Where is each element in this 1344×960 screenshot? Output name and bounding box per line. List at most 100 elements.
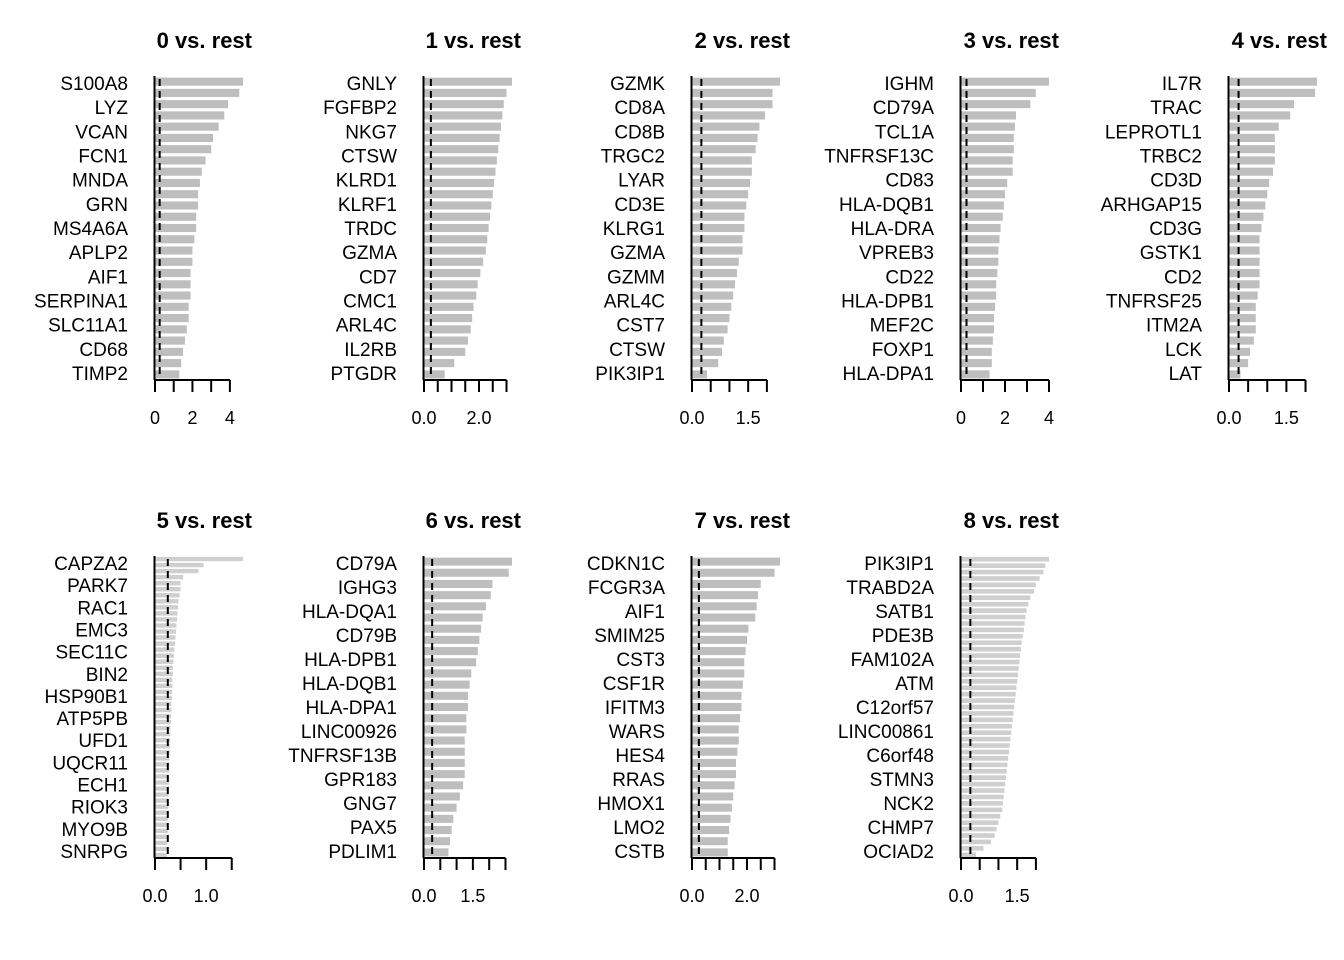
bar-3 [155,574,184,580]
bar-27 [155,719,171,725]
bar-18 [961,280,997,289]
bar-8 [155,167,202,176]
bar-0 [692,557,780,566]
bar-17 [692,747,738,756]
gene-label-10: ARL4C [336,316,397,337]
bar-2 [424,579,493,588]
bar-9 [155,611,178,616]
bar-3 [692,111,766,120]
bar-12 [692,691,742,700]
bar-19 [1229,291,1258,300]
bar-37 [961,794,1004,800]
bar-9 [155,178,200,188]
bar-6 [155,145,212,154]
bar-19 [424,770,465,779]
bar-34 [155,762,170,767]
bar-26 [961,370,990,379]
panel-6: 6 vs. rest 0.0 1.5 CD79A IGHG3 HLA-DQA1 CD79B H… [288,508,521,906]
bar-20 [692,302,732,311]
gene-label-2: VCAN [75,122,128,143]
bar-0 [1229,77,1317,86]
bar-42 [961,826,997,832]
bar-41 [155,804,169,809]
bar-32 [961,762,1008,768]
bar-4 [424,602,486,611]
bar-7 [961,601,1029,607]
bar-11 [424,201,492,210]
gene-label-6: IFITM3 [605,698,665,719]
bar-26 [961,723,1012,729]
bar-11 [692,201,747,210]
bar-28 [961,736,1011,742]
bar-43 [961,833,995,838]
bar-12 [692,212,745,221]
gene-label-6: HLA-DRA [851,219,935,240]
bar-16 [961,659,1020,665]
bar-30 [155,738,171,743]
gene-label-0: CD79A [336,554,398,575]
bar-16 [424,736,465,745]
bar-9 [424,178,495,188]
gene-label-6: HLA-DPA1 [305,698,397,719]
bar-26 [692,848,728,857]
bar-13 [424,702,468,712]
bar-5 [424,613,483,622]
bar-6 [424,624,482,633]
bar-24 [692,347,722,356]
gene-label-7: GZMA [610,243,665,264]
bar-17 [424,268,481,278]
bar-26 [424,370,445,379]
bar-23 [155,695,172,701]
gene-label-5: CSF1R [603,674,665,695]
x-tick-label-0: 0.0 [411,886,436,906]
bar-0 [961,77,1049,86]
bar-23 [424,336,468,345]
bar-19 [961,678,1018,684]
bar-17 [424,747,465,756]
bar-6 [1229,145,1275,154]
gene-label-12: LAT [1169,364,1203,385]
bar-7 [1229,156,1275,165]
bar-7 [155,599,179,604]
x-tick-label-1: 1.0 [194,886,219,906]
bar-0 [424,557,512,566]
x-tick-label-0: 0.0 [948,886,973,906]
x-tick-label-0: 0.0 [411,408,436,428]
bar-4 [961,582,1036,588]
gene-label-6: TRDC [344,219,397,240]
bar-10 [1229,190,1268,199]
bar-1 [155,562,204,568]
gene-label-1: FGFBP2 [323,98,397,119]
bar-4 [424,122,501,131]
gene-label-12: TIMP2 [72,364,128,385]
gene-label-3: TRBC2 [1140,147,1202,168]
panel-4: 4 vs. rest 0.0 1.5 IL7R TRAC LEPROTL1 TRBC2 CD3… [1101,28,1328,428]
bar-12 [1229,212,1264,221]
gene-label-8: GZMM [607,267,665,288]
bar-12 [424,212,490,221]
gene-label-11: LCK [1165,340,1202,361]
bar-24 [424,347,466,356]
bar-41 [961,820,999,825]
gene-label-3: PDE3B [872,626,934,647]
bar-19 [961,291,997,300]
bar-26 [424,848,449,857]
bar-26 [692,370,707,379]
gene-label-8: HES4 [615,746,665,767]
bar-25 [155,359,182,368]
bar-8 [424,167,496,176]
gene-label-0: IL7R [1162,74,1202,95]
bar-24 [424,826,452,835]
gene-label-7: VPREB3 [859,243,934,264]
bar-27 [961,730,1012,736]
bar-12 [424,691,468,700]
bar-35 [155,768,170,773]
bar-13 [961,640,1022,646]
gene-label-5: ARHGAP15 [1101,195,1202,216]
gene-label-4: CD83 [885,171,934,192]
bar-1 [961,88,1036,97]
bar-23 [692,336,724,345]
gene-label-5: GRN [86,195,128,216]
bar-2 [155,100,229,109]
gene-label-12: PIK3IP1 [595,364,665,385]
